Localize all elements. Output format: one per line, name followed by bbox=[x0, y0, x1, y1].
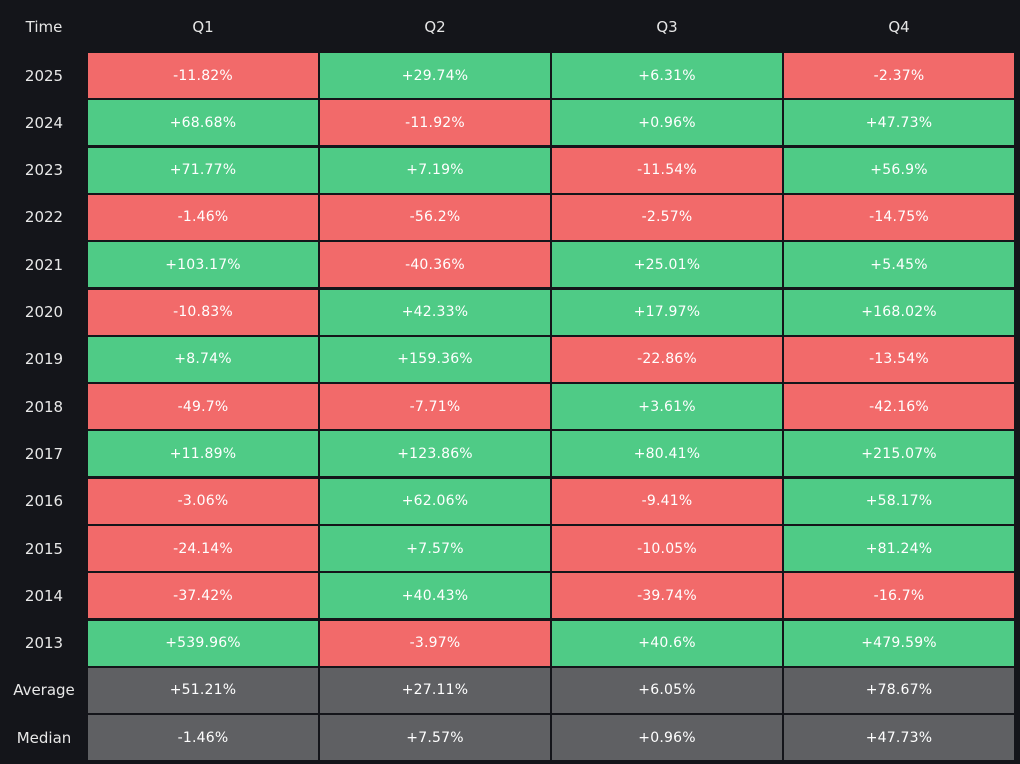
cell-median-q3: +0.96% bbox=[552, 715, 782, 761]
column-header-q3: Q3 bbox=[656, 17, 678, 36]
cell-average-q2: +27.11% bbox=[320, 667, 550, 713]
cell-2021-q1: +103.17% bbox=[88, 242, 318, 288]
cell-2024-q1: +68.68% bbox=[88, 100, 318, 146]
cell-2013-q2: -3.97% bbox=[320, 620, 550, 666]
cell-2015-q3: -10.05% bbox=[552, 526, 782, 571]
row-label-2025: 2025 bbox=[24, 66, 64, 85]
cell-2017-q2: +123.86% bbox=[320, 431, 550, 477]
corner-label: Time bbox=[25, 17, 63, 36]
cell-2014-q1: -37.42% bbox=[88, 573, 318, 619]
row-label-2020: 2020 bbox=[24, 303, 64, 321]
cell-average-q3: +6.05% bbox=[552, 667, 782, 713]
cell-2014-q2: +40.43% bbox=[320, 573, 550, 619]
cell-2023-q4: +56.9% bbox=[784, 147, 1014, 193]
row-label-2015: 2015 bbox=[24, 539, 64, 558]
cell-2024-q2: -11.92% bbox=[320, 100, 550, 146]
cell-2015-q4: +81.24% bbox=[784, 526, 1014, 571]
row-label-average: Average bbox=[13, 681, 75, 700]
cell-2023-q3: -11.54% bbox=[552, 147, 782, 193]
row-label-median: Median bbox=[16, 728, 72, 747]
cell-median-q1: -1.46% bbox=[88, 715, 318, 761]
cell-2018-q1: -49.7% bbox=[88, 384, 318, 430]
cell-2022-q1: -1.46% bbox=[88, 194, 318, 240]
column-header-q4: Q4 bbox=[888, 17, 910, 36]
cell-2021-q4: +5.45% bbox=[784, 242, 1014, 288]
cell-2013-q1: +539.96% bbox=[88, 620, 318, 666]
cell-2017-q4: +215.07% bbox=[784, 431, 1014, 477]
cell-2014-q4: -16.7% bbox=[784, 573, 1014, 619]
cell-2017-q3: +80.41% bbox=[552, 431, 782, 477]
cell-2025-q3: +6.31% bbox=[552, 53, 782, 98]
cell-2021-q3: +25.01% bbox=[552, 242, 782, 288]
cell-2019-q2: +159.36% bbox=[320, 336, 550, 382]
cell-2020-q2: +42.33% bbox=[320, 289, 550, 335]
cell-2018-q4: -42.16% bbox=[784, 384, 1014, 430]
row-label-2016: 2016 bbox=[24, 492, 64, 511]
cell-2019-q4: -13.54% bbox=[784, 336, 1014, 382]
cell-2013-q4: +479.59% bbox=[784, 620, 1014, 666]
row-label-2021: 2021 bbox=[24, 255, 64, 274]
row-label-2013: 2013 bbox=[24, 634, 64, 653]
row-label-2022: 2022 bbox=[24, 208, 64, 227]
cell-2025-q4: -2.37% bbox=[784, 53, 1014, 98]
cell-2024-q4: +47.73% bbox=[784, 100, 1014, 146]
cell-2015-q2: +7.57% bbox=[320, 526, 550, 571]
cell-2020-q1: -10.83% bbox=[88, 289, 318, 335]
cell-2013-q3: +40.6% bbox=[552, 620, 782, 666]
cell-2020-q3: +17.97% bbox=[552, 289, 782, 335]
cell-2023-q2: +7.19% bbox=[320, 147, 550, 193]
cell-2022-q3: -2.57% bbox=[552, 194, 782, 240]
cell-2016-q3: -9.41% bbox=[552, 478, 782, 524]
cell-2016-q1: -3.06% bbox=[88, 478, 318, 524]
row-label-2018: 2018 bbox=[24, 397, 64, 416]
row-label-2024: 2024 bbox=[24, 113, 64, 132]
cell-2019-q1: +8.74% bbox=[88, 336, 318, 382]
cell-average-q1: +51.21% bbox=[88, 667, 318, 713]
cell-2014-q3: -39.74% bbox=[552, 573, 782, 619]
cell-median-q4: +47.73% bbox=[784, 715, 1014, 761]
cell-2018-q2: -7.71% bbox=[320, 384, 550, 430]
cell-2019-q3: -22.86% bbox=[552, 336, 782, 382]
row-label-2019: 2019 bbox=[24, 350, 64, 369]
column-header-q1: Q1 bbox=[192, 17, 214, 36]
cell-2016-q2: +62.06% bbox=[320, 478, 550, 524]
cell-2022-q4: -14.75% bbox=[784, 194, 1014, 240]
cell-2025-q2: +29.74% bbox=[320, 53, 550, 98]
row-label-2023: 2023 bbox=[24, 161, 64, 180]
cell-2020-q4: +168.02% bbox=[784, 289, 1014, 335]
cell-2017-q1: +11.89% bbox=[88, 431, 318, 477]
cell-2021-q2: -40.36% bbox=[320, 242, 550, 288]
cell-2016-q4: +58.17% bbox=[784, 478, 1014, 524]
cell-2023-q1: +71.77% bbox=[88, 147, 318, 193]
cell-median-q2: +7.57% bbox=[320, 715, 550, 761]
row-label-2014: 2014 bbox=[24, 586, 64, 605]
cell-2024-q3: +0.96% bbox=[552, 100, 782, 146]
column-header-q2: Q2 bbox=[424, 17, 446, 36]
cell-average-q4: +78.67% bbox=[784, 667, 1014, 713]
cell-2025-q1: -11.82% bbox=[88, 53, 318, 98]
cell-2022-q2: -56.2% bbox=[320, 194, 550, 240]
row-label-2017: 2017 bbox=[24, 444, 64, 463]
cell-2018-q3: +3.61% bbox=[552, 384, 782, 430]
cell-2015-q1: -24.14% bbox=[88, 526, 318, 571]
